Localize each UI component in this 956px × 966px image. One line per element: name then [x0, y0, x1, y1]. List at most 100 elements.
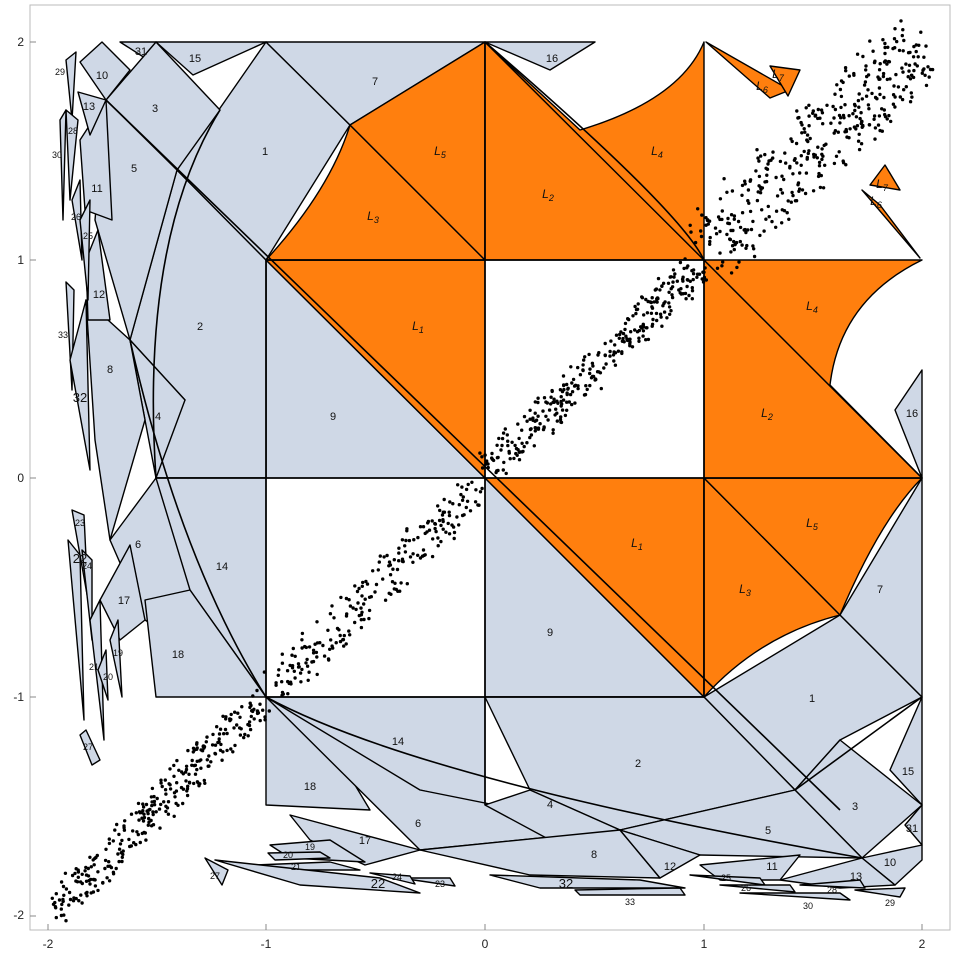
region-10-upper	[79, 41, 131, 101]
scatter-point	[96, 888, 100, 893]
scatter-point	[660, 324, 664, 328]
scatter-point	[613, 343, 617, 347]
scatter-point	[249, 714, 253, 719]
scatter-point	[725, 190, 729, 194]
scatter-point	[688, 223, 692, 227]
scatter-point	[351, 606, 355, 610]
scatter-point	[783, 151, 787, 155]
label-1: 1	[809, 693, 815, 705]
scatter-point	[901, 28, 905, 32]
scatter-point	[185, 793, 190, 798]
scatter-point	[248, 705, 252, 710]
scatter-point	[885, 77, 889, 82]
scatter-point	[555, 419, 559, 423]
scatter-point	[585, 387, 589, 392]
scatter-point	[533, 411, 537, 415]
scatter-point	[330, 604, 334, 608]
scatter-point	[207, 754, 211, 758]
scatter-point	[785, 211, 789, 215]
scatter-point	[654, 287, 659, 291]
scatter-point	[728, 237, 733, 242]
label-33: 33	[625, 897, 635, 907]
scatter-point	[900, 66, 904, 70]
scatter-point	[233, 710, 237, 714]
line-7	[794, 696, 923, 791]
scatter-point	[820, 147, 824, 151]
scatter-point	[649, 300, 653, 305]
diag-main	[105, 99, 841, 811]
scatter-point	[342, 633, 346, 638]
L-letter: L	[434, 144, 441, 158]
scatter-point	[70, 873, 75, 878]
scatter-point	[96, 870, 100, 874]
scatter-point	[832, 131, 836, 135]
scatter-point	[812, 152, 816, 157]
scatter-point	[661, 281, 666, 285]
scatter-point	[396, 589, 400, 593]
label-5: 5	[765, 825, 771, 837]
scatter-point	[285, 669, 290, 673]
scatter-point	[215, 725, 219, 729]
scatter-point	[576, 386, 580, 391]
scatter-point	[228, 718, 232, 723]
scatter-point	[298, 671, 303, 675]
scatter-point	[740, 211, 745, 215]
scatter-point	[566, 387, 570, 391]
label-19: 19	[113, 648, 123, 658]
scatter-point	[760, 208, 764, 212]
scatter-point	[473, 500, 478, 504]
scatter-point	[525, 441, 529, 445]
L-letter: L	[876, 177, 883, 191]
scatter-point	[569, 365, 573, 369]
scatter-point	[799, 120, 803, 125]
scatter-point	[902, 38, 906, 43]
scatter-point	[280, 680, 284, 684]
scatter-point	[187, 780, 192, 784]
scatter-point	[895, 39, 899, 44]
scatter-point	[691, 272, 696, 276]
scatter-point	[567, 400, 571, 404]
scatter-point	[752, 254, 757, 259]
scatter-point	[603, 353, 607, 357]
scatter-point	[852, 125, 857, 129]
scatter-point	[356, 601, 360, 605]
scatter-point	[887, 113, 891, 118]
scatter-point	[872, 117, 876, 122]
scatter-point	[836, 130, 840, 134]
scatter-point	[434, 529, 438, 534]
scatter-point	[177, 768, 181, 772]
scatter-point	[582, 358, 586, 362]
scatter-point	[742, 228, 746, 232]
L-subscript: 7	[883, 183, 889, 193]
L-subscript: 1	[638, 542, 643, 552]
scatter-point	[873, 137, 877, 141]
scatter-point	[807, 114, 811, 118]
scatter-point	[490, 451, 494, 456]
scatter-point	[565, 382, 569, 387]
scatter-point	[216, 740, 220, 745]
x-tick-label: -2	[43, 937, 54, 951]
scatter-point	[332, 616, 336, 620]
scatter-point	[754, 169, 758, 173]
scatter-point	[202, 778, 206, 783]
scatter-point	[573, 383, 578, 387]
scatter-point	[584, 384, 588, 388]
scatter-point	[500, 443, 504, 448]
scatter-point	[670, 295, 675, 300]
scatter-point	[315, 620, 319, 624]
region-29-lower	[854, 887, 906, 898]
scatter-point	[725, 232, 729, 237]
scatter-point	[536, 396, 540, 400]
scatter-point	[671, 268, 676, 272]
scatter-point	[621, 331, 626, 336]
scatter-point	[440, 513, 445, 517]
scatter-point	[651, 317, 655, 322]
scatter-point	[650, 322, 655, 326]
scatter-point	[495, 443, 499, 447]
L-subscript: 6	[877, 200, 882, 210]
scatter-point	[392, 558, 396, 562]
scatter-point	[628, 337, 632, 341]
scatter-point	[184, 770, 188, 774]
scatter-point	[604, 362, 608, 366]
scatter-point	[93, 884, 98, 888]
